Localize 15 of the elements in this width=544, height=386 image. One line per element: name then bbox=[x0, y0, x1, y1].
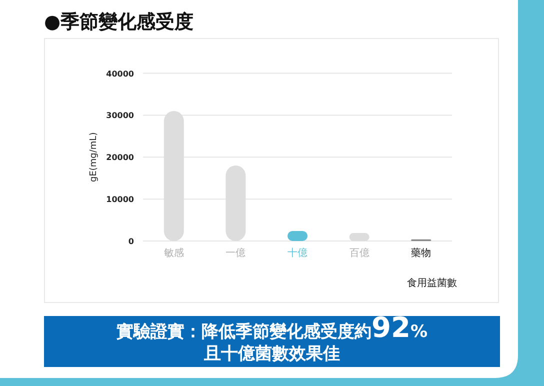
x-tick-label: 百億 bbox=[349, 247, 370, 259]
text: 且十億菌數效果佳 bbox=[203, 344, 340, 364]
text: 實驗證實：降低季節變化感受度約92% bbox=[116, 311, 428, 344]
x-tick-label: 敏感 bbox=[164, 247, 184, 259]
x-tick-label: 一億 bbox=[226, 247, 246, 259]
y-tick-label: 40000 bbox=[106, 69, 134, 78]
y-tick-label: 0 bbox=[128, 237, 134, 246]
chart-title: ●季節變化感受度 bbox=[44, 11, 194, 33]
y-tick-label: 30000 bbox=[106, 111, 134, 120]
y-tick-label: 20000 bbox=[106, 153, 134, 162]
x-tick-label: 十億 bbox=[288, 247, 308, 259]
x-axis-title: 食用益菌數 bbox=[407, 277, 457, 289]
x-tick-label: 藥物 bbox=[411, 247, 432, 259]
y-tick-label: 10000 bbox=[106, 195, 134, 204]
y-axis-title: gE(mg/mL) bbox=[89, 132, 99, 182]
